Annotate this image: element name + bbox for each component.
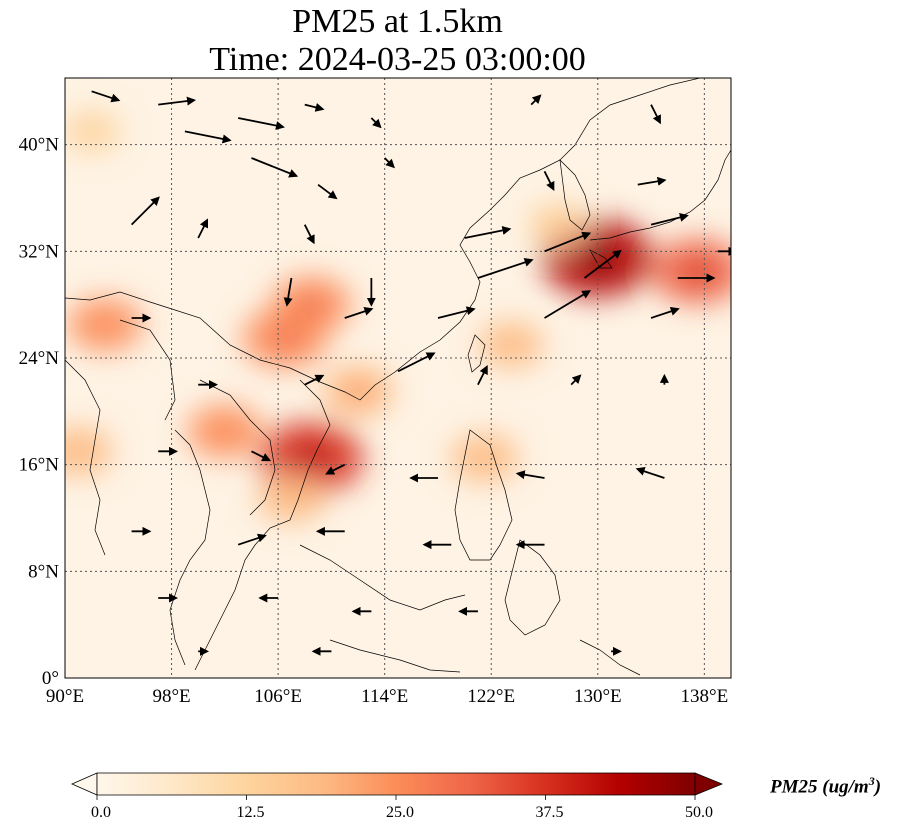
- lat-tick-label: 0°: [42, 668, 59, 689]
- wind-vector-arrow: [437, 306, 476, 319]
- pm25-hotspot-core: [278, 488, 304, 508]
- colorbar-ticks: 0.0 12.5 25.0 37.5 50.0: [91, 795, 713, 821]
- colorbar-tick-label: 37.5: [536, 804, 564, 821]
- wind-vectors: [91, 90, 731, 656]
- colorbar-tick-label: 12.5: [237, 804, 265, 821]
- pm25-hotspot-core: [345, 381, 372, 402]
- lat-tick-label: 24°N: [19, 348, 60, 369]
- pm25-hotspot-core: [211, 420, 239, 442]
- colorbar-gradient: [97, 773, 695, 795]
- colorbar-tick-label: 0.0: [91, 804, 111, 821]
- lat-tick-label: 32°N: [19, 241, 60, 262]
- pm25-hotspot-core: [91, 314, 119, 336]
- wind-vector-arrow: [477, 365, 488, 386]
- colorbar-title: PM25 (ug/m3): [770, 774, 882, 798]
- wind-vector-arrow: [637, 176, 667, 186]
- wind-vector-arrow: [251, 157, 299, 178]
- wind-vector-arrow: [317, 183, 338, 200]
- wind-vector-arrow: [544, 290, 592, 319]
- colorbar-extend-max: [694, 772, 724, 796]
- map-frame: [64, 77, 732, 679]
- map-background: [65, 78, 731, 678]
- wind-vector-arrow: [283, 277, 293, 307]
- wind-vector-arrow: [544, 231, 592, 253]
- colorbar-tick-label: 25.0: [386, 804, 414, 821]
- wind-vector-arrow: [370, 117, 382, 129]
- lon-tick-label: 138°E: [681, 686, 729, 707]
- wind-vector-arrow: [237, 117, 285, 131]
- wind-vector-arrow: [251, 450, 272, 462]
- wind-vector-arrow: [130, 196, 160, 226]
- wind-vector-arrow: [583, 249, 622, 279]
- wind-vector-arrow: [304, 103, 325, 112]
- map-title-line-1: PM25 at 1.5km: [292, 3, 503, 40]
- lon-tick-label: 106°E: [254, 686, 302, 707]
- colorbar-extend-min: [71, 772, 98, 796]
- lon-tick-label: 122°E: [467, 686, 515, 707]
- wind-vector-arrow: [384, 157, 395, 169]
- colorbar-tick-label: 50.0: [685, 804, 713, 821]
- wind-vector-arrow: [184, 130, 232, 144]
- wind-vector-arrow: [303, 224, 315, 245]
- wind-vector-arrow: [543, 170, 555, 191]
- pm25-hotspot-core: [65, 441, 91, 461]
- wind-vector-arrow: [635, 467, 665, 479]
- wind-vector-arrow: [304, 374, 325, 386]
- pm25-hotspot-core: [681, 258, 714, 284]
- axis-ticks: 90°E 98°E 106°E 114°E 122°E 130°E 138°E 0° 8°N 16…: [19, 135, 729, 707]
- lon-tick-label: 90°E: [46, 686, 84, 707]
- wind-vector-arrow: [650, 213, 689, 226]
- wind-vector-arrow: [477, 258, 534, 279]
- wind-vector-arrow: [530, 94, 542, 106]
- wind-vector-arrow: [650, 307, 680, 319]
- graticule: [65, 78, 731, 678]
- map-title-line-2: Time: 2024-03-25 03:00:00: [209, 41, 586, 78]
- colorbar: 0.0 12.5 25.0 37.5 50.0: [71, 772, 724, 821]
- wind-vector-arrow: [344, 307, 374, 319]
- pm25-map-area: [65, 78, 731, 678]
- lat-tick-label: 8°N: [28, 561, 59, 582]
- pm25-hotspot-core: [297, 293, 326, 316]
- lon-tick-label: 114°E: [361, 686, 408, 707]
- wind-vector-arrow: [397, 352, 436, 373]
- pm25-hotspot-core: [269, 326, 300, 350]
- wind-vector-arrow: [237, 533, 267, 546]
- lat-tick-label: 40°N: [19, 135, 60, 156]
- wind-vector-arrow: [515, 470, 545, 480]
- pm25-hotspot-core: [499, 335, 524, 354]
- lon-tick-label: 98°E: [152, 686, 190, 707]
- pm25-hotspot-core: [546, 215, 570, 234]
- pm25-hotspot-core: [80, 122, 103, 140]
- wind-vector-arrow: [650, 104, 661, 125]
- wind-vector-arrow: [325, 463, 346, 475]
- wind-vector-arrow: [464, 225, 512, 239]
- wind-vector-arrow: [197, 218, 209, 239]
- wind-vector-arrow: [570, 374, 582, 386]
- lon-tick-label: 130°E: [574, 686, 622, 707]
- wind-vector-arrow: [158, 96, 197, 106]
- wind-vector-arrow: [91, 90, 121, 103]
- pm25-hotspot-core: [293, 444, 329, 472]
- lat-tick-label: 16°N: [19, 455, 60, 476]
